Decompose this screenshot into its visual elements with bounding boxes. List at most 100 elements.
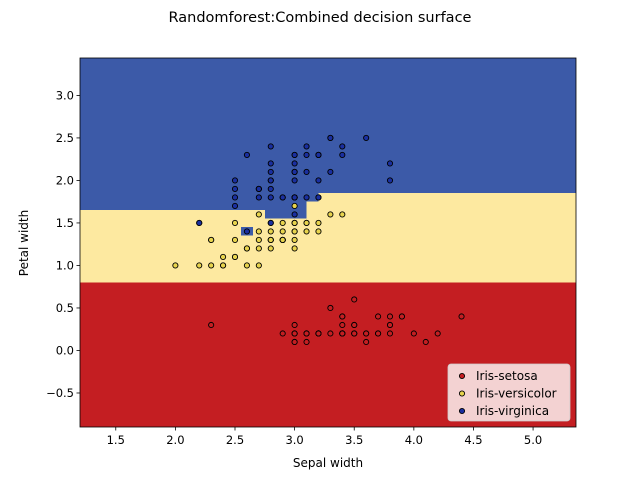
point-iris-setosa [291, 330, 298, 337]
point-iris-virginica [303, 143, 310, 150]
point-iris-setosa [291, 321, 298, 329]
legend-box [447, 363, 571, 422]
surface-region-4 [318, 193, 576, 283]
point-iris-virginica [291, 177, 298, 184]
point-iris-versicolor [291, 245, 298, 252]
y-axis-ticks: −0.5 0.0 0.5 1.0 1.5 2.0 2.5 3.0 [46, 88, 80, 400]
point-iris-versicolor [279, 228, 286, 235]
point-iris-versicolor [315, 219, 322, 226]
point-iris-versicolor [208, 236, 215, 243]
point-iris-versicolor [279, 219, 286, 226]
scatter-points [172, 134, 465, 346]
x-axis-ticks: 1.5 2.0 2.5 3.0 3.5 4.0 4.5 5.0 [107, 427, 542, 447]
point-iris-virginica [386, 177, 394, 184]
point-iris-versicolor [303, 228, 310, 235]
point-iris-versicolor [267, 245, 274, 252]
x-tick-label: 2.5 [226, 433, 244, 447]
point-iris-virginica [327, 134, 334, 141]
point-iris-setosa [327, 304, 334, 312]
point-iris-setosa [422, 338, 429, 346]
point-iris-virginica [196, 219, 203, 226]
point-iris-setosa [458, 313, 465, 320]
point-iris-virginica [231, 185, 239, 192]
point-iris-setosa [410, 330, 417, 337]
point-iris-virginica [267, 194, 274, 201]
plot-frame [79, 57, 577, 428]
point-iris-versicolor [327, 211, 334, 218]
point-iris-virginica [291, 168, 298, 175]
point-iris-virginica [243, 151, 250, 158]
point-iris-virginica [386, 160, 394, 167]
point-iris-setosa [398, 313, 405, 320]
point-iris-virginica [303, 168, 310, 175]
point-iris-setosa [375, 313, 382, 320]
point-iris-virginica [291, 194, 298, 201]
point-iris-virginica [243, 228, 250, 235]
point-iris-versicolor [196, 262, 203, 269]
point-iris-setosa [208, 321, 215, 329]
y-tick-label: 0.5 [56, 301, 74, 315]
decision-surface [80, 58, 576, 427]
point-iris-versicolor [220, 262, 227, 269]
point-iris-setosa [363, 338, 370, 346]
legend: Iris-setosa Iris-versicolor Iris-virginica [447, 363, 571, 422]
x-tick-label: 1.5 [107, 433, 125, 447]
y-tick-label: 3.0 [56, 88, 74, 102]
point-iris-setosa [303, 338, 310, 346]
point-iris-virginica [315, 177, 322, 184]
point-iris-versicolor [339, 211, 346, 218]
point-iris-virginica [267, 143, 274, 150]
point-iris-virginica [291, 151, 298, 158]
point-iris-setosa [351, 296, 358, 303]
point-iris-setosa [434, 330, 441, 337]
x-tick-label: 4.5 [464, 433, 482, 447]
point-iris-setosa [386, 321, 394, 329]
y-tick-label: 0.0 [56, 343, 74, 357]
point-iris-virginica [339, 151, 346, 158]
y-tick-label: −0.5 [46, 386, 74, 400]
point-iris-virginica [303, 194, 310, 201]
legend-marker [458, 372, 466, 380]
chart-title: Randomforest:Combined decision surface [169, 10, 472, 26]
point-iris-virginica [339, 143, 346, 150]
x-tick-label: 5.0 [524, 433, 542, 447]
point-iris-versicolor [255, 236, 262, 243]
point-iris-setosa [279, 330, 286, 337]
point-iris-versicolor [303, 219, 310, 226]
point-iris-virginica [255, 194, 262, 201]
point-iris-setosa [327, 330, 334, 337]
point-iris-virginica [267, 219, 274, 226]
point-iris-setosa [291, 338, 298, 346]
point-iris-virginica [327, 168, 334, 175]
legend-marker [458, 390, 466, 397]
x-tick-label: 3.5 [345, 433, 363, 447]
point-iris-versicolor [255, 262, 262, 269]
legend-marker [458, 407, 466, 415]
point-iris-versicolor [291, 236, 298, 243]
point-iris-setosa [339, 321, 346, 329]
point-iris-versicolor [291, 228, 298, 235]
point-iris-versicolor [243, 262, 250, 269]
point-iris-setosa [315, 330, 322, 337]
point-iris-virginica [231, 202, 239, 209]
point-iris-virginica [363, 134, 370, 141]
legend-label: Iris-virginica [476, 404, 549, 418]
legend-label: Iris-versicolor [476, 387, 557, 401]
x-axis-label: Sepal width [293, 456, 363, 470]
point-iris-versicolor [255, 245, 262, 252]
point-iris-versicolor [231, 253, 239, 261]
point-iris-setosa [351, 330, 358, 337]
point-iris-versicolor [208, 262, 215, 269]
point-iris-versicolor [279, 236, 286, 243]
point-iris-virginica [267, 168, 274, 175]
point-iris-versicolor [291, 219, 298, 226]
point-iris-virginica [255, 185, 262, 192]
point-iris-versicolor [220, 253, 227, 261]
point-iris-setosa [386, 330, 394, 337]
point-iris-virginica [279, 194, 286, 201]
point-iris-setosa [303, 330, 310, 337]
point-iris-virginica [291, 211, 298, 218]
point-iris-setosa [351, 321, 358, 329]
y-tick-label: 1.0 [56, 258, 74, 272]
point-iris-setosa [339, 313, 346, 320]
